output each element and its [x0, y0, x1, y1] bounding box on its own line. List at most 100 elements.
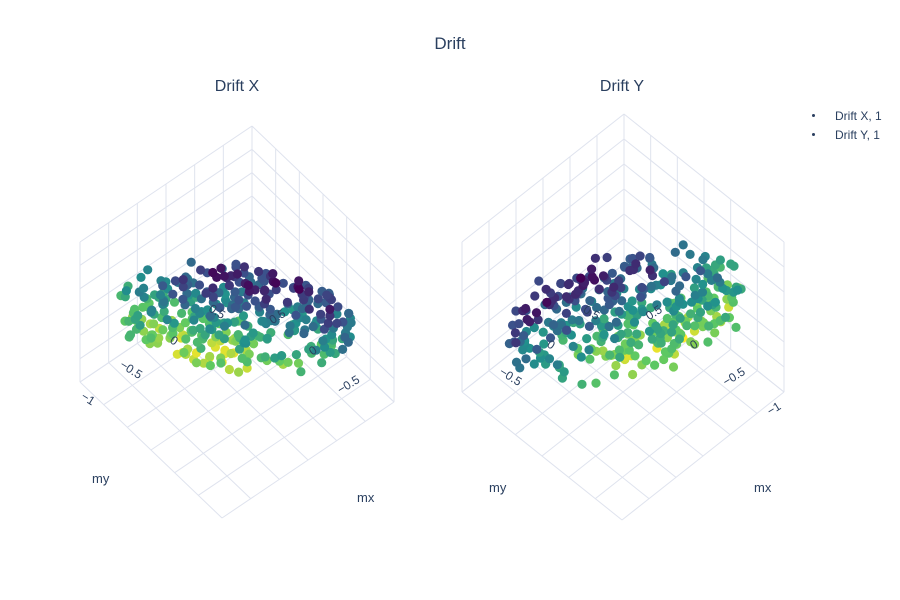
- data-point: [308, 322, 318, 332]
- grid-line: [79, 125, 253, 243]
- data-point: [602, 252, 612, 263]
- data-point: [552, 360, 563, 370]
- data-point: [143, 265, 153, 275]
- data-point: [514, 319, 524, 329]
- data-point: [614, 276, 624, 286]
- data-point: [638, 307, 648, 317]
- data-point: [133, 310, 143, 321]
- data-point: [646, 281, 657, 291]
- data-point: [238, 311, 249, 321]
- data-point: [293, 358, 304, 368]
- data-point: [301, 315, 311, 325]
- data-point: [668, 362, 679, 372]
- data-point: [662, 297, 672, 307]
- data-point: [670, 247, 680, 257]
- data-point: [262, 333, 272, 343]
- data-point: [697, 287, 708, 297]
- data-point: [146, 333, 156, 343]
- data-point: [651, 321, 661, 331]
- legend-label: Drift Y, 1: [835, 127, 880, 142]
- data-point: [598, 271, 609, 281]
- data-point: [645, 252, 655, 263]
- data-point: [695, 307, 706, 317]
- data-point: [532, 344, 542, 354]
- data-point: [205, 360, 215, 371]
- data-point: [170, 276, 180, 286]
- data-point: [530, 291, 540, 301]
- data-point: [610, 333, 620, 344]
- data-point: [178, 282, 188, 292]
- data-point: [265, 304, 275, 314]
- y-axis-title: my: [489, 480, 507, 495]
- data-point: [272, 309, 282, 319]
- data-point: [726, 259, 736, 269]
- data-point: [604, 321, 614, 332]
- data-point: [322, 290, 332, 300]
- data-point: [510, 328, 520, 338]
- data-point: [125, 330, 136, 340]
- data-point: [276, 351, 287, 361]
- grid-line: [623, 113, 785, 243]
- data-point: [637, 282, 647, 293]
- data-point: [224, 364, 234, 375]
- data-point: [158, 281, 168, 291]
- data-point: [323, 318, 333, 328]
- data-point: [229, 317, 240, 327]
- data-point: [149, 319, 159, 329]
- data-point: [531, 308, 542, 318]
- data-point: [244, 349, 254, 359]
- data-point: [576, 352, 586, 362]
- data-point: [710, 328, 720, 338]
- data-point: [201, 288, 211, 298]
- data-point: [667, 327, 677, 337]
- grid-line: [623, 138, 785, 268]
- data-point: [522, 314, 532, 325]
- data-point: [662, 313, 672, 324]
- data-point: [239, 262, 249, 272]
- legend-marker-icon: [812, 133, 815, 136]
- data-point: [241, 301, 252, 311]
- subplot-title-drift-x: Drift X: [214, 78, 260, 95]
- data-point: [219, 321, 230, 331]
- data-point: [325, 304, 335, 314]
- data-point: [533, 315, 543, 325]
- x-tick-label: −1: [79, 389, 98, 408]
- data-point: [563, 279, 573, 290]
- data-point: [652, 300, 662, 310]
- data-point: [180, 318, 190, 328]
- data-point: [255, 332, 265, 342]
- data-point: [690, 321, 700, 331]
- data-point: [681, 272, 691, 282]
- data-point: [614, 306, 624, 316]
- data-point: [594, 284, 604, 294]
- data-point: [519, 331, 529, 341]
- legend-item-drift-y[interactable]: Drift Y, 1: [808, 125, 882, 144]
- data-point: [615, 352, 625, 362]
- data-point: [538, 327, 548, 337]
- grid-line: [79, 148, 253, 266]
- data-point: [632, 329, 642, 339]
- data-point: [545, 333, 556, 343]
- subplot-title-drift-y: Drift Y: [599, 78, 645, 95]
- data-point: [695, 266, 706, 276]
- data-point: [278, 278, 288, 288]
- data-point: [250, 296, 260, 306]
- data-point: [587, 272, 597, 282]
- data-point: [617, 296, 627, 306]
- data-point: [667, 272, 677, 282]
- data-point: [685, 249, 695, 259]
- legend-item-drift-x[interactable]: Drift X, 1: [808, 106, 882, 125]
- data-point: [214, 330, 224, 340]
- data-point: [317, 358, 327, 368]
- data-point: [189, 315, 199, 325]
- data-point: [568, 341, 578, 351]
- y-axis-title: my: [92, 471, 110, 486]
- data-point: [226, 348, 236, 359]
- x-axis-title: mx: [754, 480, 772, 495]
- data-point: [636, 292, 646, 302]
- data-point: [668, 320, 678, 330]
- data-point: [282, 297, 292, 307]
- data-point: [332, 318, 342, 328]
- data-point: [313, 294, 323, 304]
